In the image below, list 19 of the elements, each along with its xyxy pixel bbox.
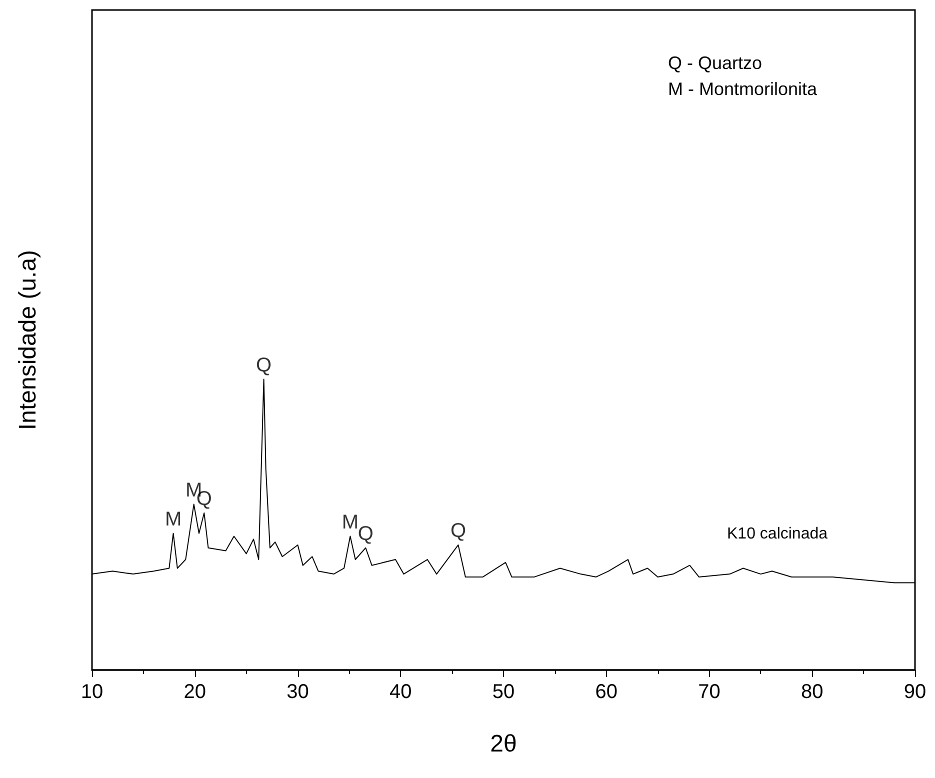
x-tick-label: 50 bbox=[492, 681, 515, 703]
x-tick-label: 10 bbox=[80, 681, 104, 703]
text: Q - Quartzo bbox=[668, 53, 762, 73]
x-tick-label: 40 bbox=[390, 681, 412, 703]
y-axis-title: Intensidade (u.a) bbox=[14, 250, 42, 430]
x-tick-label: 30 bbox=[286, 681, 309, 703]
x-tick-label: 90 bbox=[904, 681, 926, 703]
text: M - Montmorilonita bbox=[668, 79, 818, 99]
annotation: Q bbox=[256, 354, 272, 376]
x-tick-label: 80 bbox=[801, 681, 824, 703]
x-tick-label: 60 bbox=[595, 681, 618, 703]
x-axis-title: 2θ bbox=[490, 730, 517, 758]
x-tick-label: 70 bbox=[698, 681, 720, 703]
annotation: Q bbox=[358, 522, 374, 545]
series-label: K10 calcinada bbox=[727, 526, 828, 543]
x-tick-label: 20 bbox=[184, 681, 206, 703]
annotation: M bbox=[342, 511, 359, 534]
annotation: M bbox=[164, 508, 182, 530]
annotation: Q bbox=[450, 520, 466, 542]
